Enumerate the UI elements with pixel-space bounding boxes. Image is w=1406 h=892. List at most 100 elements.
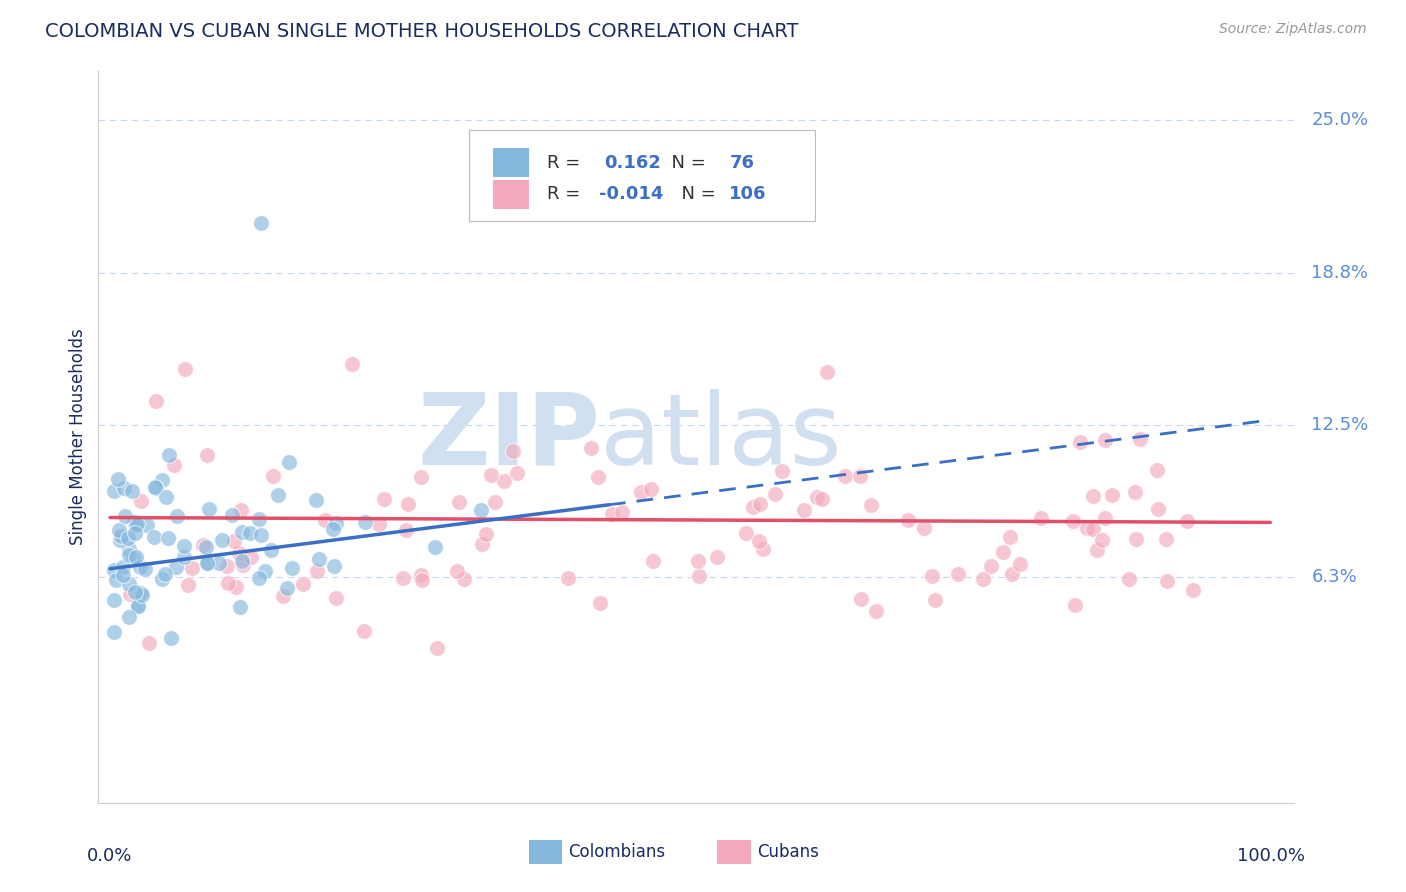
- Point: [174, 361, 197, 376]
- Point: [1125, 533, 1147, 547]
- Point: [117, 576, 139, 591]
- Point: [640, 482, 662, 496]
- Point: [165, 559, 187, 574]
- Point: [120, 587, 142, 601]
- Point: [121, 484, 143, 499]
- Point: [1062, 514, 1084, 528]
- Point: [586, 470, 609, 484]
- Text: 12.5%: 12.5%: [1312, 416, 1368, 434]
- Point: [111, 560, 134, 574]
- Point: [142, 530, 165, 544]
- Point: [1069, 434, 1091, 449]
- Point: [793, 502, 815, 516]
- Point: [897, 513, 920, 527]
- Point: [557, 571, 579, 585]
- Text: 18.8%: 18.8%: [1312, 263, 1368, 282]
- Point: [834, 468, 856, 483]
- Point: [173, 539, 195, 553]
- Point: [195, 540, 218, 554]
- Point: [177, 578, 200, 592]
- Point: [506, 466, 529, 480]
- Point: [1154, 533, 1177, 547]
- Point: [446, 565, 468, 579]
- Point: [247, 571, 270, 585]
- Point: [134, 562, 156, 576]
- Bar: [494, 179, 529, 209]
- Point: [229, 599, 252, 614]
- Point: [1031, 511, 1053, 525]
- Point: [225, 580, 247, 594]
- Point: [706, 549, 728, 564]
- Point: [145, 482, 167, 496]
- Point: [395, 524, 418, 538]
- Point: [145, 393, 167, 408]
- Text: R =: R =: [547, 186, 585, 203]
- Point: [972, 572, 994, 586]
- Point: [752, 542, 775, 557]
- Point: [948, 567, 970, 582]
- Point: [114, 508, 136, 523]
- Point: [124, 515, 146, 529]
- Point: [1010, 558, 1032, 572]
- Point: [1156, 574, 1178, 588]
- Point: [232, 558, 254, 572]
- Point: [138, 636, 160, 650]
- Point: [118, 542, 141, 557]
- Point: [125, 550, 148, 565]
- Point: [124, 517, 146, 532]
- Point: [447, 495, 470, 509]
- Point: [292, 576, 315, 591]
- Point: [231, 525, 253, 540]
- Bar: [494, 148, 529, 178]
- Point: [1094, 510, 1116, 524]
- Point: [150, 473, 173, 487]
- Point: [980, 559, 1002, 574]
- Text: atlas: atlas: [600, 389, 842, 485]
- Point: [124, 525, 146, 540]
- Point: [630, 484, 652, 499]
- Point: [239, 549, 262, 564]
- Point: [770, 464, 793, 478]
- Point: [191, 538, 214, 552]
- Point: [143, 480, 166, 494]
- Point: [1091, 533, 1114, 547]
- Point: [686, 554, 709, 568]
- Point: [470, 503, 492, 517]
- Point: [127, 517, 149, 532]
- Point: [108, 523, 131, 537]
- Point: [453, 572, 475, 586]
- Point: [228, 546, 250, 560]
- Point: [250, 527, 273, 541]
- Point: [921, 568, 943, 582]
- Point: [998, 530, 1021, 544]
- Point: [221, 508, 243, 522]
- Point: [392, 571, 415, 585]
- Text: 106: 106: [730, 186, 766, 203]
- Point: [1085, 543, 1108, 558]
- Point: [305, 492, 328, 507]
- Point: [1129, 432, 1152, 446]
- Point: [1064, 598, 1087, 612]
- Y-axis label: Single Mother Households: Single Mother Households: [69, 329, 87, 545]
- Point: [735, 526, 758, 541]
- Point: [1094, 433, 1116, 447]
- Point: [314, 514, 336, 528]
- Point: [323, 558, 346, 573]
- Bar: [717, 840, 751, 863]
- Point: [129, 560, 152, 574]
- Point: [118, 548, 141, 562]
- Point: [131, 586, 153, 600]
- Point: [484, 495, 506, 509]
- Point: [325, 591, 347, 606]
- Point: [136, 518, 159, 533]
- Text: R =: R =: [547, 153, 592, 172]
- Point: [991, 544, 1014, 558]
- Point: [229, 502, 252, 516]
- Point: [163, 458, 186, 472]
- Point: [222, 534, 245, 549]
- Point: [103, 483, 125, 498]
- Text: N =: N =: [669, 186, 721, 203]
- Point: [815, 365, 838, 379]
- Point: [197, 449, 219, 463]
- Point: [153, 567, 176, 582]
